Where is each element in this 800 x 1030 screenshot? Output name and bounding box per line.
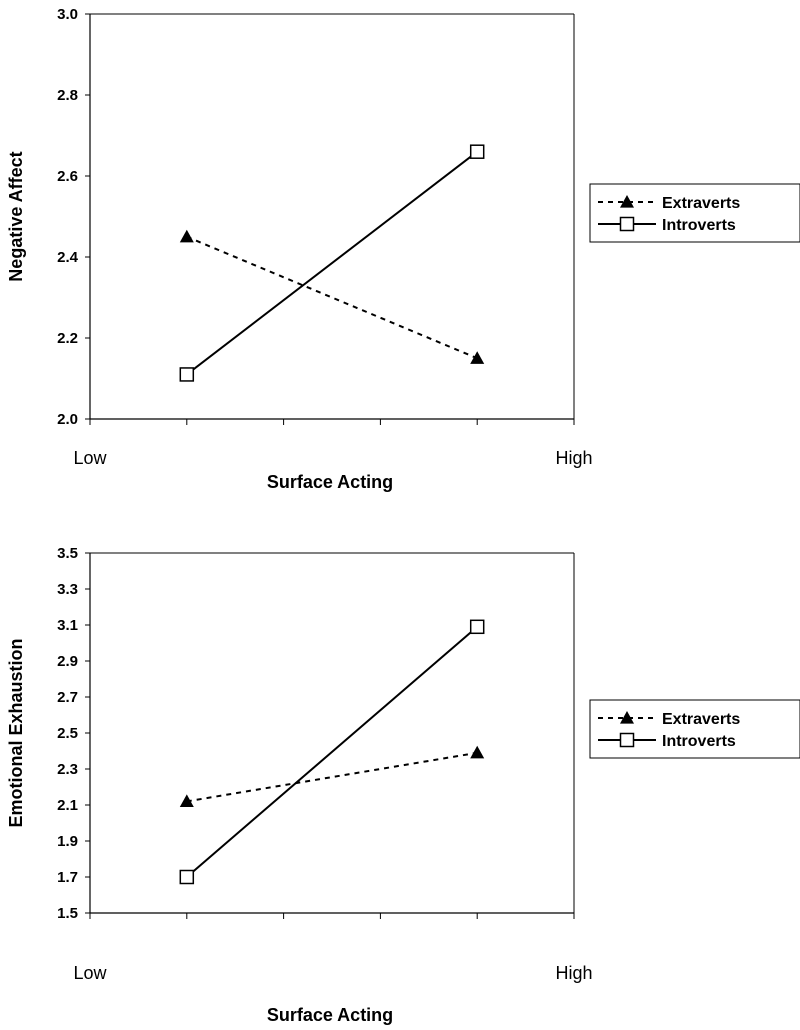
y-tick-label: 2.2 (57, 330, 78, 347)
series-introverts (179, 619, 485, 885)
legend: Extraverts Introverts (589, 183, 800, 243)
y-tick-label: 2.0 (57, 411, 78, 428)
data-point (469, 144, 485, 159)
data-point (469, 619, 485, 635)
data-point (179, 367, 195, 382)
series-extraverts (179, 229, 485, 364)
chart-2: 1.5 1.7 1.9 2.1 2.3 2.5 2.7 2.9 3.1 3.3 3.5 Low High… (6, 545, 800, 1025)
legend-label-introverts: Introverts (662, 217, 736, 234)
y-tick-label: 1.9 (57, 833, 78, 850)
y-tick-label: 2.6 (57, 168, 78, 185)
y-tick-label: 2.1 (57, 797, 78, 814)
legend-marker (620, 195, 634, 208)
series-line (186, 626, 478, 878)
legend: Extraverts Introverts (589, 699, 800, 759)
x-axis-title: Surface Acting (267, 1005, 393, 1025)
x-tick-label-high: High (555, 963, 592, 983)
series-introverts (179, 144, 485, 382)
data-point (179, 229, 194, 243)
legend-box (589, 183, 800, 243)
legend-label-extraverts: Extraverts (662, 711, 740, 728)
y-tick-label: 2.5 (57, 725, 78, 742)
legend-marker (619, 732, 635, 748)
legend-box (589, 699, 800, 759)
y-tick-label: 2.7 (57, 689, 78, 706)
y-tick-label: 3.0 (57, 6, 78, 23)
y-axis-title: Emotional Exhaustion (6, 638, 26, 827)
y-tick-label: 3.3 (57, 581, 78, 598)
x-axis-title: Surface Acting (267, 472, 393, 492)
legend-label-introverts: Introverts (662, 733, 736, 750)
legend-marker (619, 216, 635, 232)
data-point (179, 869, 195, 885)
legend-marker (620, 711, 634, 724)
y-tick-label: 3.1 (57, 617, 78, 634)
y-tick-label: 1.5 (57, 905, 78, 922)
x-tick-label-low: Low (73, 448, 107, 468)
data-point (470, 745, 485, 759)
y-tick-label: 2.4 (57, 249, 79, 266)
legend-label-extraverts: Extraverts (662, 195, 740, 212)
y-tick-label: 2.3 (57, 761, 78, 778)
data-point (179, 794, 194, 807)
chart-1: 2.0 2.2 2.4 2.6 2.8 3.0 Low High Surface Acting N… (6, 6, 800, 492)
y-tick-label: 2.8 (57, 87, 78, 104)
series-line (186, 150, 478, 376)
series-line (186, 751, 478, 803)
y-tick-label: 1.7 (57, 869, 78, 886)
x-tick-label-low: Low (73, 963, 107, 983)
y-tick-label: 3.5 (57, 545, 78, 562)
y-tick-label: 2.9 (57, 653, 78, 670)
series-line (186, 235, 478, 360)
data-point (470, 351, 485, 364)
x-tick-label-high: High (555, 448, 592, 468)
series-extraverts (179, 745, 485, 807)
y-axis-title: Negative Affect (6, 151, 26, 281)
